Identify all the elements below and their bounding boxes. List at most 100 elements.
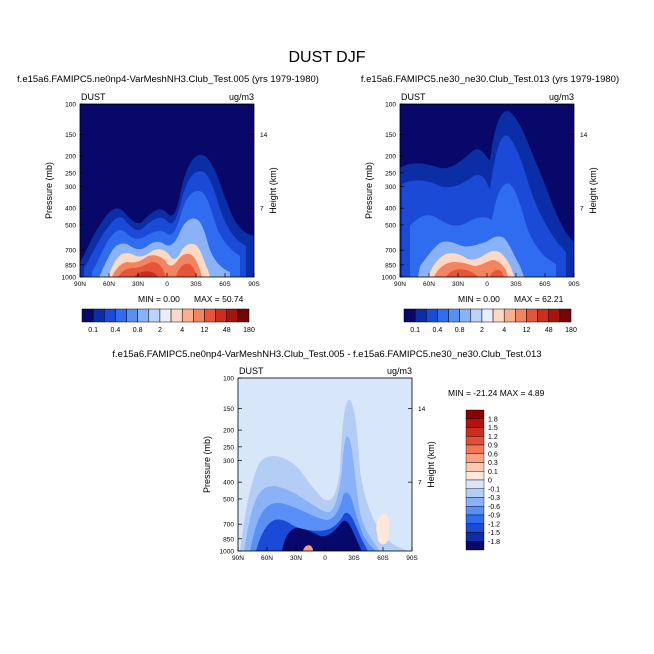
panel-3-y-tick-label: 1000: [220, 549, 235, 556]
panel-2-colorbar-label: 48: [545, 327, 553, 334]
panel-1-y-tick-label: 1000: [62, 275, 77, 282]
panel-3-colorbar-swatch: [465, 497, 485, 507]
panel-2-x-tick-label: 30S: [510, 281, 522, 288]
panel-2-colorbar-label: 0.4: [433, 327, 443, 334]
panel-3-y-tick-label: 250: [223, 444, 234, 451]
panel-2-y-tick-label: 1000: [382, 275, 397, 282]
panel-1-y-tick-label: 150: [65, 132, 76, 139]
panel-2-colorbar-swatch: [426, 308, 438, 323]
panel-3-variable: DUST: [239, 366, 264, 376]
panel-3-colorbar-swatch: [465, 409, 485, 419]
panel-2-colorbar-swatch: [448, 308, 460, 323]
panel-3-y-tick-label: 150: [223, 406, 234, 413]
panel-1-colorbar-swatch: [137, 308, 150, 323]
panel-1-plot: [80, 104, 254, 277]
panel-2-colorbar-swatch: [526, 308, 538, 323]
panel-2-min-label: MIN = 0.00: [458, 294, 500, 304]
panel-1-colorbar-swatch: [104, 308, 116, 323]
panel-2-y-tick-label: 150: [385, 132, 396, 139]
panel-1-colorbar-label: 0.8: [133, 327, 143, 334]
panel-2-colorbar-swatch: [470, 308, 483, 323]
panel-2-y-tick-label: 300: [385, 184, 396, 191]
panel-3-contour-band: [376, 513, 390, 545]
panel-3-y-tick-label: 400: [223, 480, 234, 487]
panel-3-colorbar-label: 0.1: [488, 469, 498, 476]
panel-2-colorbar-label: 0.8: [455, 327, 465, 334]
panel-1-variable: DUST: [81, 92, 106, 102]
panel-3-colorbar-swatch: [465, 541, 485, 551]
panel-3-y2-tick-label: 7: [418, 480, 422, 487]
panel-1-colorbar-swatch: [237, 308, 250, 323]
panel-1-y-tick-label: 400: [65, 206, 76, 213]
panel-1-contour-band: [118, 262, 196, 277]
panel-1-y2-axis-label: Height (km): [268, 167, 278, 214]
panel-3-y-tick-label: 700: [223, 522, 234, 529]
panel-3-y-tick-label: 200: [223, 428, 234, 435]
panel-3-colorbar-swatch: [465, 453, 485, 463]
panel-1-colorbar-label: 4: [180, 327, 184, 334]
panel-2-units: ug/m3: [549, 92, 574, 102]
panel-2-colorbar-swatch: [481, 308, 494, 323]
panel-3-y2-tick-label: 14: [418, 406, 426, 413]
panel-1-colorbar-swatch: [170, 308, 183, 323]
panel-2-variable: DUST: [401, 92, 426, 102]
panel-3-colorbar-swatch: [465, 462, 485, 472]
panel-1-min-label: MIN = 0.00: [138, 294, 180, 304]
panel-2-colorbar-swatch: [559, 308, 572, 323]
panel-2-colorbar-swatch: [515, 308, 527, 323]
panel-3-y-tick-label: 500: [223, 496, 234, 503]
panel-1-units: ug/m3: [229, 92, 254, 102]
panel-3-colorbar-label: -1.5: [488, 530, 500, 537]
panel-2-title: f.e15a6.FAMIPC5.ne30_ne30.Club_Test.013 …: [361, 74, 619, 85]
panel-2-y2-tick-label: 14: [580, 132, 588, 139]
panel-1-colorbar-swatch: [115, 308, 127, 323]
panel-1-y2-tick-label: 14: [260, 132, 268, 139]
panel-3-colorbar-label: -1.8: [488, 539, 500, 546]
panel-3-colorbar-label: 0: [488, 478, 492, 485]
panel-3: f.e15a6.FAMIPC5.ne0np4-VarMeshNH3.Club_T…: [112, 349, 544, 562]
panel-3-colorbar-label: 1.2: [488, 434, 498, 441]
panel-2-colorbar-swatch: [437, 308, 449, 323]
panel-2-max-label: MAX = 62.21: [514, 294, 564, 304]
panel-2-y-tick-label: 500: [385, 222, 396, 229]
panel-1-x-tick-label: 90N: [74, 281, 86, 288]
panel-3-units: ug/m3: [387, 366, 412, 376]
panel-1-colorbar-label: 2: [158, 327, 162, 334]
panel-1-colorbar-label: 12: [201, 327, 209, 334]
panel-3-x-tick-label: 90S: [406, 555, 418, 562]
panel-2-y-tick-label: 100: [385, 102, 396, 109]
panel-3-colorbar-swatch: [465, 444, 485, 454]
panel-1-max-label: MAX = 50.74: [194, 294, 244, 304]
panel-2-plot: [400, 104, 574, 277]
panel-1-colorbar-swatch: [226, 308, 239, 323]
panel-3-x-tick-label: 0: [323, 555, 327, 562]
panel-1-colorbar-swatch: [193, 308, 205, 323]
panel-3-title: f.e15a6.FAMIPC5.ne0np4-VarMeshNH3.Club_T…: [112, 349, 541, 360]
panel-3-colorbar-label: 0.6: [488, 451, 498, 458]
panel-1-colorbar-swatch: [159, 308, 172, 323]
panel-3-x-tick-label: 90N: [232, 555, 244, 562]
panel-3-colorbar-label: -0.1: [488, 486, 500, 493]
panel-1-colorbar-swatch: [92, 308, 105, 323]
panel-2-y2-tick-label: 7: [580, 206, 584, 213]
panel-1-x-tick-label: 60S: [219, 281, 231, 288]
panel-1-colorbar-label: 48: [223, 327, 231, 334]
panel-2-colorbar-label: 2: [480, 327, 484, 334]
panel-2-y-tick-label: 200: [385, 154, 396, 161]
panel-1-x-tick-label: 60N: [103, 281, 115, 288]
panel-2-contour-band: [446, 269, 504, 277]
panel-1-colorbar-swatch: [81, 308, 94, 323]
panel-3-colorbar-swatch: [465, 471, 485, 481]
panel-3-y-tick-label: 100: [223, 376, 234, 383]
panel-3-colorbar-swatch: [465, 488, 485, 498]
panel-2: f.e15a6.FAMIPC5.ne30_ne30.Club_Test.013 …: [361, 74, 619, 334]
panel-1: f.e15a6.FAMIPC5.ne0np4-VarMeshNH3.Club_T…: [17, 74, 319, 334]
panel-2-colorbar-swatch: [459, 308, 472, 323]
panel-3-contour-band: [303, 545, 313, 551]
panel-2-x-tick-label: 90N: [394, 281, 406, 288]
panel-2-colorbar-label: 4: [502, 327, 506, 334]
panel-3-colorbar-swatch: [465, 418, 485, 428]
panel-1-colorbar-swatch: [215, 308, 227, 323]
panel-1-y-tick-label: 700: [65, 248, 76, 255]
